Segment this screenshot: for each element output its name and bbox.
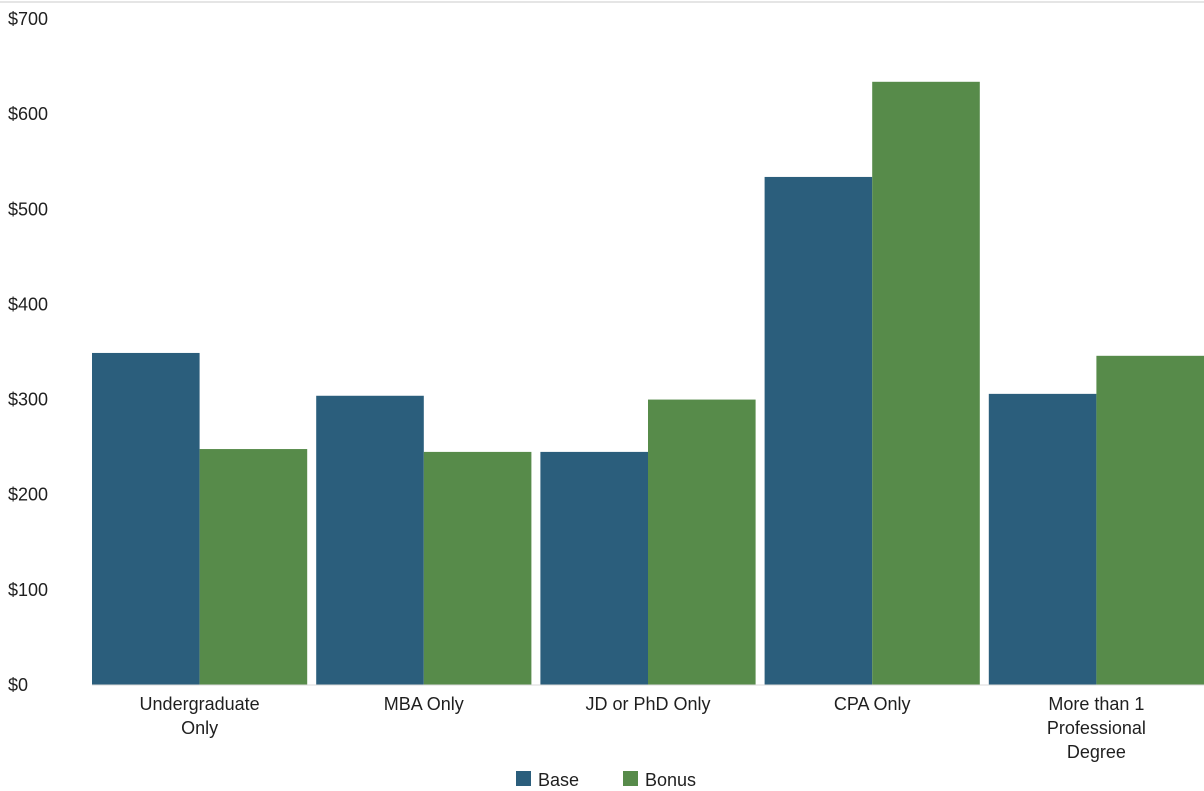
- x-category-label: JD or PhD Only: [585, 694, 710, 714]
- bar-bonus: [872, 81, 980, 685]
- x-category-label-line: Degree: [1067, 742, 1126, 762]
- bar-bonus: [199, 449, 308, 685]
- legend-label-base: Base: [538, 770, 579, 790]
- x-category-label: CPA Only: [834, 694, 911, 714]
- x-category-label-line: Professional: [1047, 718, 1146, 738]
- y-tick-label: $0: [8, 675, 28, 695]
- x-axis-category-labels: Undergraduate Only MBA Only JD or PhD Only C…: [140, 694, 1146, 762]
- legend-item-bonus: Bonus: [623, 770, 696, 790]
- bar-group: [764, 81, 980, 686]
- y-tick-label: $600: [8, 104, 48, 124]
- legend: Base Bonus: [516, 770, 696, 790]
- bar-group: [540, 399, 756, 685]
- bar-base: [988, 393, 1097, 685]
- bar-group: [988, 355, 1204, 685]
- x-category-label: Undergraduate Only: [140, 694, 260, 738]
- legend-label-bonus: Bonus: [645, 770, 696, 790]
- bar-bonus: [423, 451, 532, 685]
- legend-swatch-base: [516, 771, 531, 786]
- bar-base: [316, 395, 424, 685]
- x-category-label-line: More than 1: [1048, 694, 1144, 714]
- y-tick-label: $700: [8, 9, 48, 29]
- y-tick-label: $400: [8, 294, 48, 314]
- bar-base: [540, 451, 648, 685]
- x-category-label-line: MBA Only: [384, 694, 464, 714]
- y-tick-label: $100: [8, 580, 48, 600]
- x-category-label: MBA Only: [384, 694, 464, 714]
- legend-item-base: Base: [516, 770, 579, 790]
- bar-group: [316, 395, 532, 685]
- bar-base: [764, 176, 873, 686]
- y-tick-label: $500: [8, 199, 48, 219]
- y-axis-tick-labels: $0 $100 $200 $300 $400 $500 $600 $700: [8, 9, 48, 695]
- legend-swatch-bonus: [623, 771, 638, 786]
- x-category-label-line: JD or PhD Only: [585, 694, 710, 714]
- x-category-label-line: Undergraduate: [140, 694, 260, 714]
- bar-bonus: [1096, 355, 1204, 685]
- y-tick-label: $200: [8, 485, 48, 505]
- bar-bonus: [648, 399, 756, 685]
- x-category-label: More than 1 Professional Degree: [1047, 694, 1146, 762]
- bar-group: [92, 352, 308, 685]
- bar-base: [92, 352, 200, 685]
- x-category-label-line: Only: [181, 718, 218, 738]
- bar-groups: [92, 81, 1204, 686]
- y-tick-label: $300: [8, 390, 48, 410]
- x-category-label-line: CPA Only: [834, 694, 911, 714]
